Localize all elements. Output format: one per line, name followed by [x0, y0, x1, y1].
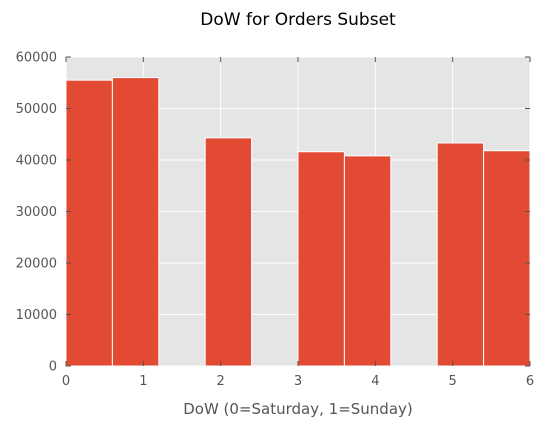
- y-tick-label: 20000: [16, 257, 57, 272]
- histogram-bar: [436, 142, 485, 367]
- y-tick-label: 0: [49, 360, 57, 375]
- x-tick-label: 4: [371, 374, 379, 389]
- x-tick-label: 6: [526, 374, 534, 389]
- x-axis-label: DoW (0=Saturday, 1=Sunday): [183, 400, 413, 418]
- y-tick-labels: 0 10000 20000 30000 40000 50000 60000: [16, 51, 57, 375]
- axis-ticks: [65, 56, 531, 367]
- x-tick-label: 3: [294, 374, 302, 389]
- histogram-bar: [204, 137, 253, 367]
- histogram-bar: [343, 155, 392, 367]
- x-tick-label: 2: [217, 374, 225, 389]
- x-tick-label: 0: [62, 374, 70, 389]
- bars: [65, 77, 531, 367]
- y-tick-label: 50000: [16, 102, 57, 117]
- chart-title: DoW for Orders Subset: [200, 10, 396, 30]
- histogram-bar: [483, 150, 531, 367]
- y-tick-label: 10000: [16, 308, 57, 323]
- histogram-bar: [111, 77, 160, 367]
- y-tick-label: 60000: [16, 51, 57, 66]
- y-tick-label: 40000: [16, 154, 57, 169]
- x-tick-label: 5: [449, 374, 457, 389]
- histogram-bar: [65, 79, 113, 367]
- y-tick-label: 30000: [16, 205, 57, 220]
- histogram-bar: [297, 151, 345, 367]
- x-tick-label: 1: [139, 374, 147, 389]
- x-tick-labels: 0 1 2 3 4 5 6: [62, 374, 534, 389]
